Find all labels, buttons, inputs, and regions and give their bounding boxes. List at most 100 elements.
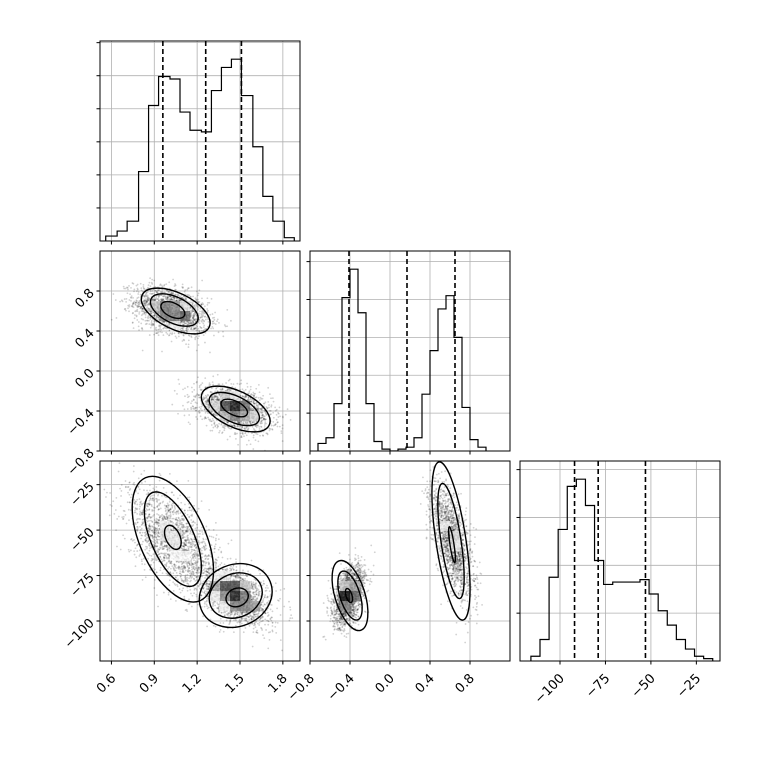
sample-point xyxy=(140,306,143,308)
sample-point xyxy=(190,328,193,331)
sample-point xyxy=(272,424,275,427)
sample-point xyxy=(181,340,184,342)
sample-point xyxy=(190,313,193,316)
sample-point xyxy=(189,312,192,315)
sample-point xyxy=(158,324,161,327)
sample-point xyxy=(174,284,177,287)
sample-point xyxy=(206,297,209,300)
sample-point xyxy=(201,382,204,384)
histogram-2-bars xyxy=(530,461,714,661)
sample-point xyxy=(128,519,130,522)
sample-point xyxy=(194,327,197,330)
sample-point xyxy=(217,331,220,334)
sample-point xyxy=(217,383,220,386)
sample-point xyxy=(198,330,201,333)
sample-point xyxy=(240,382,243,385)
sample-point xyxy=(175,293,177,296)
x-tick-label: −100 xyxy=(532,671,568,707)
sample-point xyxy=(138,305,141,308)
sample-point xyxy=(188,326,191,329)
sample-point xyxy=(192,322,195,325)
sample-point xyxy=(190,322,193,325)
sample-point xyxy=(147,299,150,301)
scatter-panel-0 xyxy=(110,277,292,451)
sample-point xyxy=(211,322,214,325)
sample-point xyxy=(184,395,186,398)
sample-point xyxy=(176,294,179,297)
sample-point xyxy=(153,333,155,336)
sample-point xyxy=(224,325,227,328)
sample-point xyxy=(212,426,215,429)
sample-point xyxy=(134,301,137,304)
sample-point xyxy=(200,314,203,317)
sample-point xyxy=(151,323,154,326)
sample-point xyxy=(116,518,119,520)
sample-point xyxy=(272,400,275,403)
sample-point xyxy=(275,413,278,416)
sample-point xyxy=(240,379,243,382)
y-tick-label: −0.8 xyxy=(65,446,98,479)
sample-point xyxy=(197,376,199,379)
sample-point xyxy=(153,587,156,589)
sample-point xyxy=(135,301,137,304)
sample-point xyxy=(193,315,196,317)
sample-point xyxy=(136,308,139,311)
sample-point xyxy=(187,346,190,348)
sample-point xyxy=(174,288,177,291)
sample-point xyxy=(250,398,253,401)
sample-point xyxy=(201,318,204,321)
sample-point xyxy=(133,553,136,556)
sample-point xyxy=(202,329,205,332)
sample-point xyxy=(211,429,214,432)
sample-point xyxy=(189,423,191,426)
sample-point xyxy=(241,432,244,434)
sample-point xyxy=(194,326,197,329)
sample-point xyxy=(268,404,270,406)
sample-point xyxy=(192,315,195,317)
sample-point xyxy=(139,302,142,304)
sample-point xyxy=(186,385,189,388)
sample-point xyxy=(155,295,158,297)
sample-point xyxy=(286,408,289,411)
sample-point xyxy=(211,325,214,328)
sample-point xyxy=(210,397,213,399)
sample-point xyxy=(266,407,269,410)
sample-point xyxy=(198,312,200,315)
sample-point xyxy=(182,334,185,336)
sample-point xyxy=(197,337,199,340)
sample-point xyxy=(137,296,140,299)
sample-point xyxy=(158,328,161,331)
sample-point xyxy=(158,318,161,321)
sample-point xyxy=(131,321,134,324)
sample-point xyxy=(259,396,262,399)
sample-point xyxy=(196,325,199,328)
sample-point xyxy=(192,328,194,331)
sample-point xyxy=(235,437,237,440)
sample-point xyxy=(148,334,151,336)
sample-point xyxy=(255,432,258,435)
sample-point xyxy=(210,399,213,402)
sample-point xyxy=(204,312,206,315)
sample-point xyxy=(191,316,194,319)
sample-point xyxy=(206,316,209,319)
sample-point xyxy=(144,300,147,302)
sample-point xyxy=(253,393,256,395)
sample-point xyxy=(257,440,260,443)
sample-point xyxy=(146,298,149,301)
sample-point xyxy=(215,414,218,417)
sample-point xyxy=(210,420,213,423)
sample-point xyxy=(147,303,150,306)
sample-point xyxy=(136,288,139,291)
sample-point xyxy=(270,397,272,400)
sample-point xyxy=(218,422,220,425)
sample-point xyxy=(191,316,194,319)
sample-point xyxy=(243,390,245,393)
sample-point xyxy=(264,401,267,404)
sample-point xyxy=(188,323,191,325)
sample-point xyxy=(160,298,163,301)
sample-point xyxy=(166,289,169,292)
sample-point xyxy=(188,496,191,499)
sample-point xyxy=(128,550,131,553)
sample-point xyxy=(199,415,202,418)
sample-point xyxy=(141,307,144,310)
